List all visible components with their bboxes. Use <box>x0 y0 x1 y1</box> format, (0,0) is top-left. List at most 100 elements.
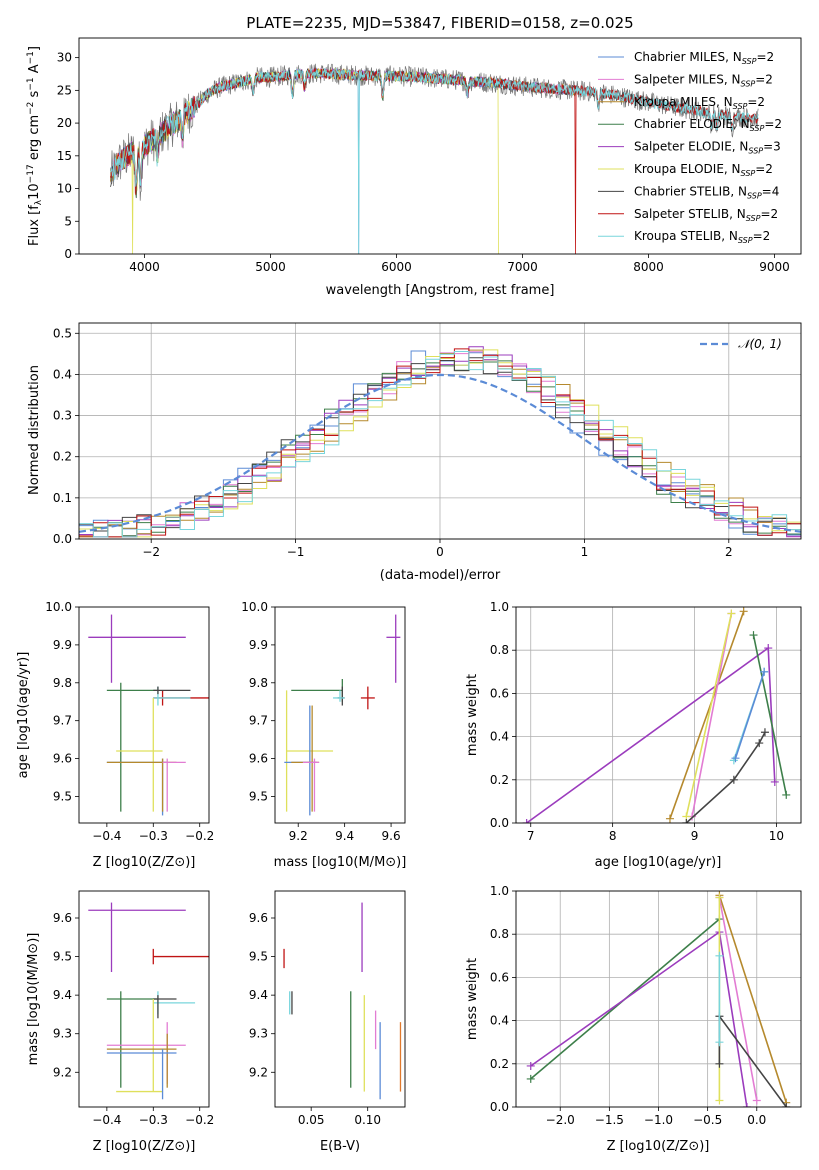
y-tick-label: 0.5 <box>53 326 72 340</box>
x-tick-label: −0.4 <box>92 829 121 843</box>
residual-histogram-panel: −2 −1 0 1 2 0.0 0.1 0.2 0.3 0.4 0.5 𝒩(0, 1) (data-m… <box>27 322 802 583</box>
plus-marker <box>715 893 724 902</box>
legend-label: Salpeter STELIB, NSSP=2 <box>634 207 778 223</box>
y-tick-label: 0.8 <box>490 927 509 941</box>
y-tick-label: 9.6 <box>53 752 72 766</box>
y-tick-label: 0.4 <box>490 1014 509 1028</box>
y-tick-label: 9.7 <box>249 714 268 728</box>
x-tick-label: −0.4 <box>92 1113 121 1127</box>
axes-frame <box>78 890 210 1108</box>
y-axis-label: Normed distribution <box>27 365 42 495</box>
plus-marker <box>665 814 674 823</box>
plus-marker <box>715 1096 724 1105</box>
mass-vs-age-panel: 9.2 9.4 9.6 9.5 9.6 9.7 9.8 9.9 10.0 mass [log10(… <box>241 600 406 870</box>
x-tick-label: 9000 <box>759 260 790 274</box>
y-tick-label: 9.8 <box>53 676 72 690</box>
plus-marker <box>742 1103 751 1107</box>
legend-label: Kroupa STELIB, NSSP=2 <box>634 229 770 245</box>
y-tick-label: 10.0 <box>45 600 72 614</box>
y-tick-label: 9.8 <box>249 676 268 690</box>
y-tick-label: 9.9 <box>249 638 268 652</box>
x-tick-label: −1.5 <box>595 1113 624 1127</box>
plus-marker <box>729 775 738 784</box>
y-axis-label: Flux [fλ10−17 erg cm−2 s−1 A−1] <box>26 46 44 246</box>
series-line <box>530 930 748 1107</box>
plot-area <box>79 346 801 538</box>
y-tick-label: 10.0 <box>241 600 268 614</box>
y-tick-label: 9.4 <box>249 988 268 1002</box>
x-tick-label: 0.0 <box>747 1113 766 1127</box>
x-tick-label: −0.3 <box>139 1113 168 1127</box>
y-tick-label: 1.0 <box>490 884 509 898</box>
legend-label: Kroupa ELODIE, NSSP=2 <box>634 162 773 178</box>
y-tick-label: 9.6 <box>249 911 268 925</box>
x-tick-label: 9 <box>691 829 699 843</box>
x-tick-label: −0.3 <box>139 829 168 843</box>
legend-label: 𝒩(0, 1) <box>738 337 782 351</box>
axes-frame <box>274 890 406 1108</box>
series-line <box>718 895 788 1103</box>
y-tick-label: 0.2 <box>53 450 72 464</box>
plus-marker <box>782 1103 791 1107</box>
y-tick-label: 9.2 <box>53 1065 72 1079</box>
y-tick-label: 9.3 <box>53 1027 72 1041</box>
x-axis-label: Z [log10(Z/Z⊙)] <box>93 1139 196 1154</box>
y-tick-label: 0.4 <box>490 730 509 744</box>
y-axis-label: mass weight <box>465 958 480 1040</box>
x-axis-label: Z [log10(Z/Z⊙)] <box>607 1139 710 1154</box>
legend-label: Salpeter ELODIE, NSSP=3 <box>634 140 781 156</box>
plus-marker <box>715 1059 724 1068</box>
y-tick-label: 9.6 <box>53 911 72 925</box>
series-line <box>110 67 576 254</box>
z-mass-weight-panel: −2.0 −1.5 −1.0 −0.5 0.0 0.0 0.2 0.4 0.6 0.8 1.0 Z [… <box>465 884 802 1154</box>
y-tick-label: 25 <box>57 83 72 97</box>
axes-frame <box>274 606 406 824</box>
legend-label: Salpeter MILES, NSSP=2 <box>634 72 773 88</box>
x-tick-label: 6000 <box>381 260 412 274</box>
plus-marker <box>682 819 691 823</box>
axes-frame <box>515 890 802 1108</box>
x-axis-label: Z [log10(Z/Z⊙)] <box>93 855 196 870</box>
z-vs-age-panel: −0.4 −0.3 −0.2 9.5 9.6 9.7 9.8 9.9 10.0 Z [log10(… <box>16 600 214 870</box>
histogram-step <box>79 351 801 538</box>
y-tick-label: 5 <box>64 214 72 228</box>
x-tick-label: 1 <box>581 545 589 559</box>
series-line <box>718 1013 787 1107</box>
plus-marker <box>731 754 740 763</box>
y-tick-label: 0.2 <box>490 1057 509 1071</box>
plot-area <box>88 614 209 816</box>
series-line <box>124 68 499 198</box>
x-tick-label: 0 <box>436 545 444 559</box>
y-tick-label: 9.2 <box>249 1065 268 1079</box>
y-tick-label: 9.5 <box>53 950 72 964</box>
plus-marker <box>752 1096 761 1105</box>
series-line <box>110 67 759 254</box>
series-line <box>526 646 776 823</box>
spectrum-legend: Chabrier MILES, NSSP=2 Salpeter MILES, NS… <box>598 50 782 245</box>
x-tick-label: 9.6 <box>382 829 401 843</box>
grid <box>516 606 801 824</box>
y-axis-label: age [log10(age/yr)] <box>16 652 31 779</box>
x-tick-label: 10 <box>769 829 784 843</box>
y-tick-label: 0.8 <box>490 643 509 657</box>
y-tick-label: 9.5 <box>249 789 268 803</box>
chart-title: PLATE=2235, MJD=53847, FIBERID=0158, z=0… <box>246 14 633 32</box>
y-tick-label: 9.7 <box>53 714 72 728</box>
x-axis-label: E(B-V) <box>320 1139 360 1154</box>
plus-marker <box>760 667 769 676</box>
y-axis-label: mass [log10(M/M⊙)] <box>26 933 41 1066</box>
age-mass-weight-panel: 7 8 9 10 0.0 0.2 0.4 0.6 0.8 1.0 age [log10(age/yr… <box>465 600 802 870</box>
x-axis-label: wavelength [Angstrom, rest frame] <box>326 283 555 298</box>
y-tick-label: 9.3 <box>249 1027 268 1041</box>
y-tick-label: 20 <box>57 116 72 130</box>
y-tick-label: 9.9 <box>53 638 72 652</box>
plus-marker <box>770 777 779 786</box>
series-line <box>685 731 766 823</box>
x-tick-label: 4000 <box>129 260 160 274</box>
x-axis-label: (data-model)/error <box>380 568 501 583</box>
plot-area <box>526 891 791 1107</box>
axes-frame <box>515 606 802 824</box>
plus-marker <box>526 1074 535 1083</box>
normal-pdf-line <box>79 373 801 533</box>
series-line <box>124 67 499 254</box>
